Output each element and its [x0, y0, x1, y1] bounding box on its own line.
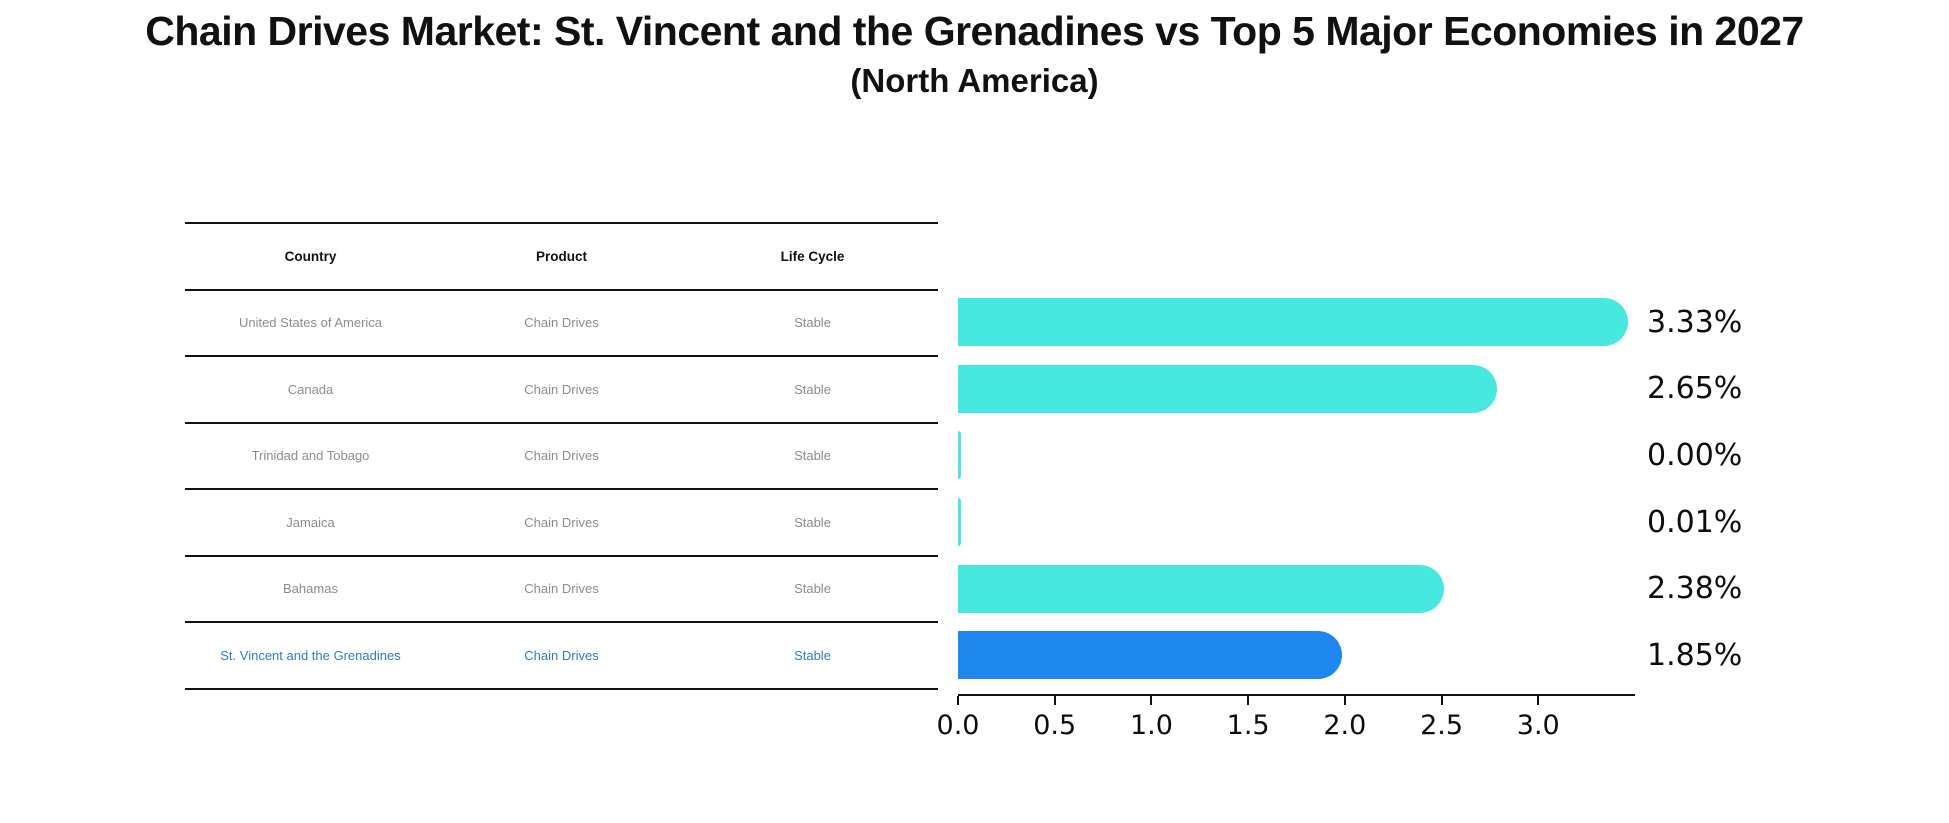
table-cell-country-jamaica: Jamaica — [286, 514, 335, 530]
table-cell-country-canada: Canada — [287, 381, 334, 397]
x-tick-label-2-5: 2.5 — [1420, 710, 1464, 741]
table-cell-country-united-states-of-america: United States of America — [238, 315, 383, 331]
value-label-st-vincent-and-the-grenadines: 1.85% — [1647, 637, 1743, 673]
table-cell-life_cycle-bahamas: Stable — [794, 581, 831, 597]
column-header-life-cycle: Life Cycle — [780, 248, 845, 264]
table-rule — [185, 421, 938, 424]
x-tick-label-1-5: 1.5 — [1226, 710, 1270, 741]
x-tick-mark — [1343, 696, 1346, 705]
bar-chart — [958, 289, 1648, 689]
value-label-jamaica: 0.01% — [1647, 504, 1743, 540]
bar-trinidad-and-tobago — [958, 431, 961, 480]
page-subtitle: (North America) — [850, 62, 1099, 99]
x-tick-label-0-5: 0.5 — [1033, 710, 1077, 741]
x-axis-line — [958, 694, 1635, 696]
table-rule — [185, 621, 938, 624]
x-tick-label-1-0: 1.0 — [1129, 710, 1173, 741]
table-cell-life_cycle-canada: Stable — [794, 381, 831, 397]
table-cell-country-st-vincent-and-the-grenadines: St. Vincent and the Grenadines — [220, 647, 401, 663]
value-label-canada: 2.65% — [1647, 371, 1743, 407]
table-rule — [185, 554, 938, 557]
table-cell-life_cycle-united-states-of-america: Stable — [794, 315, 831, 331]
column-header-country: Country — [284, 248, 337, 264]
table-cell-product-trinidad-and-tobago: Chain Drives — [524, 448, 599, 464]
page-title: Chain Drives Market: St. Vincent and the… — [145, 8, 1804, 54]
table-cell-product-united-states-of-america: Chain Drives — [524, 315, 599, 331]
table-cell-product-bahamas: Chain Drives — [524, 581, 599, 597]
country-table: Country Product Life Cycle United States of… — [185, 222, 938, 690]
x-tick-label-2-0: 2.0 — [1323, 710, 1367, 741]
bar-united-states-of-america — [958, 298, 1629, 347]
table-cell-life_cycle-trinidad-and-tobago: Stable — [794, 448, 831, 464]
table-cell-product-st-vincent-and-the-grenadines: Chain Drives — [524, 647, 599, 663]
x-tick-label-0-0: 0.0 — [936, 710, 980, 741]
table-cell-life_cycle-jamaica: Stable — [794, 514, 831, 530]
table-cell-life_cycle-st-vincent-and-the-grenadines: Stable — [794, 647, 831, 663]
column-header-product: Product — [535, 248, 587, 264]
table-rule — [185, 222, 938, 224]
table-rule — [185, 355, 938, 358]
x-tick-mark — [1247, 696, 1250, 705]
table-rule — [185, 687, 938, 690]
x-tick-mark — [957, 696, 959, 705]
x-tick-mark — [1150, 696, 1153, 705]
table-cell-country-bahamas: Bahamas — [283, 581, 338, 597]
bar-bahamas — [958, 564, 1445, 613]
table-cell-product-canada: Chain Drives — [524, 381, 599, 397]
table-cell-country-trinidad-and-tobago: Trinidad and Tobago — [251, 448, 370, 464]
bar-canada — [958, 364, 1497, 413]
table-rule — [185, 488, 938, 491]
x-tick-mark — [1537, 696, 1540, 705]
table-rule — [185, 288, 938, 291]
x-tick-label-3-0: 3.0 — [1516, 710, 1560, 741]
value-label-trinidad-and-tobago: 0.00% — [1647, 437, 1743, 473]
bar-jamaica — [958, 497, 962, 546]
value-label-united-states-of-america: 3.33% — [1647, 304, 1743, 340]
x-tick-mark — [1053, 696, 1056, 705]
bar-st-vincent-and-the-grenadines — [958, 631, 1342, 680]
table-cell-product-jamaica: Chain Drives — [524, 514, 599, 530]
value-label-bahamas: 2.38% — [1647, 571, 1743, 607]
x-tick-mark — [1440, 696, 1443, 705]
